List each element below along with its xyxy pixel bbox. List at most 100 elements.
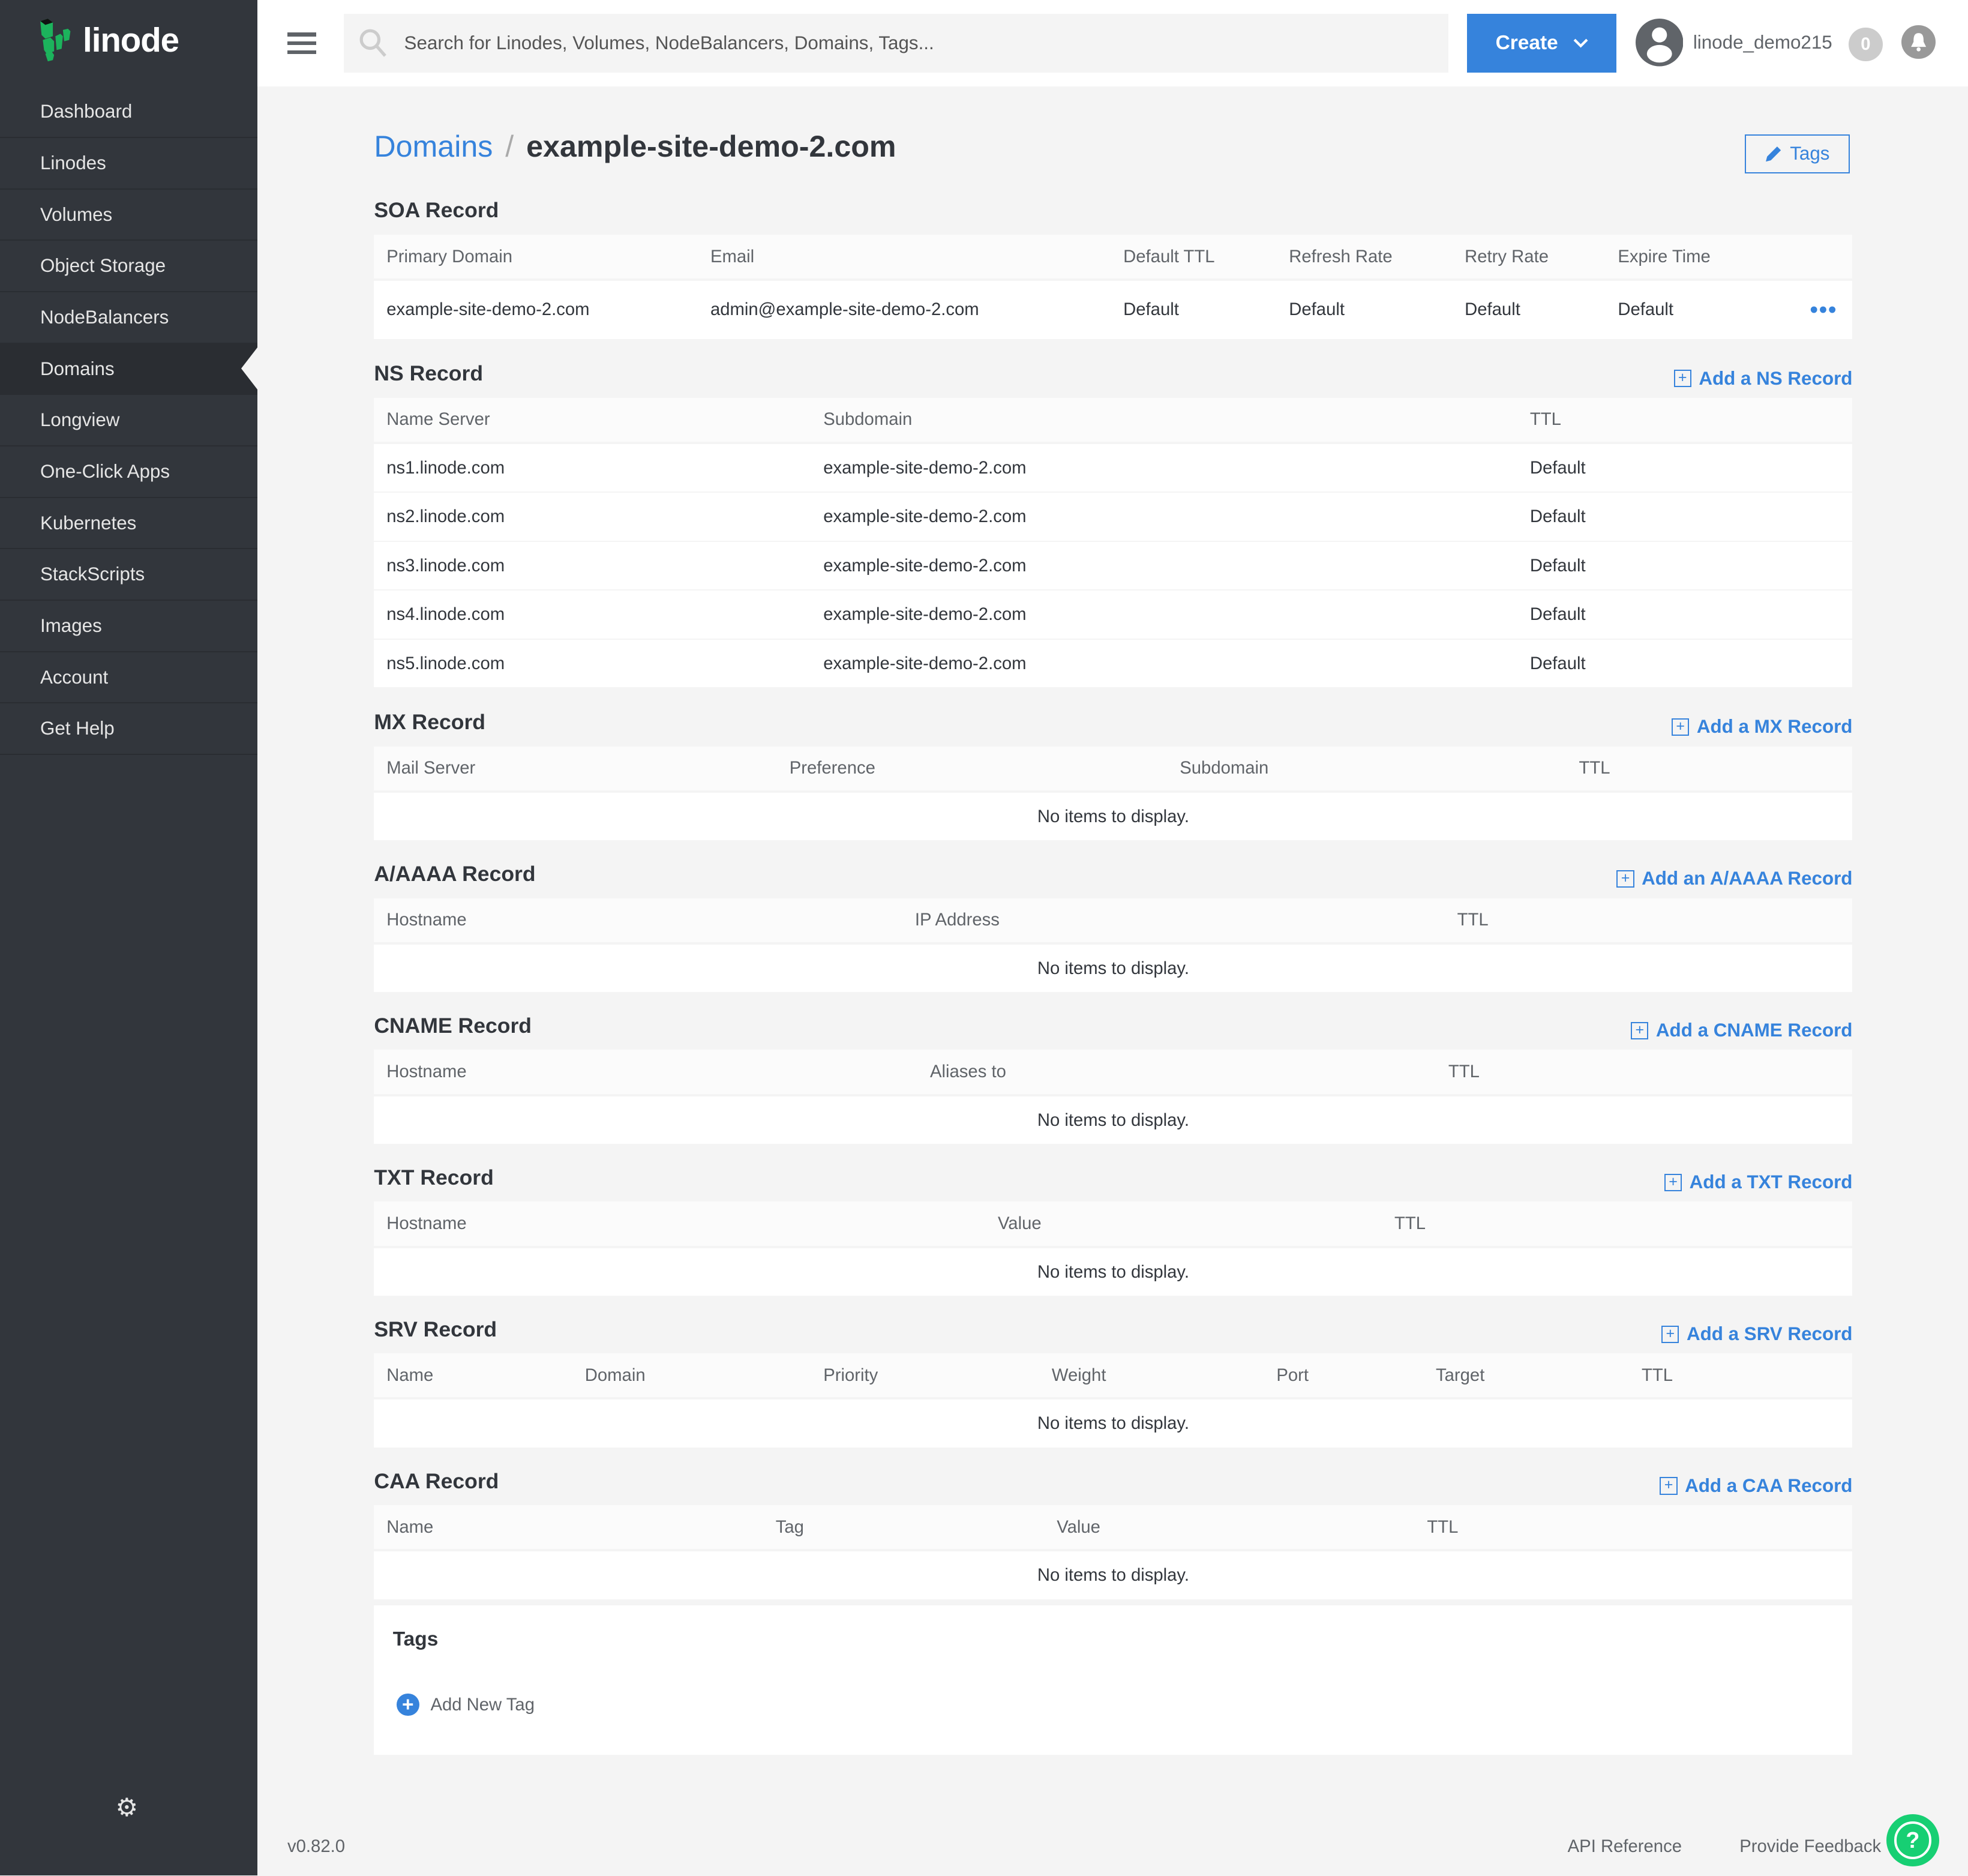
column-header[interactable]: IP Address xyxy=(914,910,1000,930)
ns-record-table: Name Server Subdomain TTL ns1.linode.com exa… xyxy=(374,397,1853,689)
sidebar-item-nodebalancers[interactable]: NodeBalancers xyxy=(0,292,257,344)
column-header[interactable]: Domain xyxy=(584,1365,646,1385)
column-header[interactable]: Expire Time xyxy=(1618,246,1711,266)
avatar-icon xyxy=(1635,19,1684,67)
column-header[interactable]: TTL xyxy=(1529,409,1561,430)
column-header[interactable]: Hostname xyxy=(386,910,467,930)
add-srv-record-button[interactable]: + Add a SRV Record xyxy=(1661,1323,1852,1345)
column-header[interactable]: Subdomain xyxy=(823,409,913,430)
sidebar-item-stackscripts[interactable]: StackScripts xyxy=(0,549,257,601)
sidebar-item-images[interactable]: Images xyxy=(0,601,257,652)
column-header[interactable]: Tag xyxy=(775,1517,804,1537)
sidebar-item-linodes[interactable]: Linodes xyxy=(0,138,257,190)
sidebar-item-object-storage[interactable]: Object Storage xyxy=(0,241,257,293)
add-cname-record-button[interactable]: + Add a CNAME Record xyxy=(1631,1020,1852,1041)
column-header[interactable]: Aliases to xyxy=(930,1062,1006,1082)
column-header[interactable]: TTL xyxy=(1579,758,1610,778)
sidebar-item-domains[interactable]: Domains xyxy=(0,343,257,395)
column-header[interactable]: Port xyxy=(1276,1365,1309,1385)
breadcrumb-domains-link[interactable]: Domains xyxy=(374,130,493,164)
table-cell: example-site-demo-2.com xyxy=(823,653,1027,673)
edit-tags-button[interactable]: Tags xyxy=(1744,134,1850,173)
table-header-row: Hostname IP Address TTL xyxy=(374,898,1853,945)
column-header[interactable]: Retry Rate xyxy=(1465,246,1549,266)
help-button[interactable]: ? xyxy=(1886,1814,1939,1867)
column-header[interactable]: Preference xyxy=(789,758,875,778)
section-header: SRV Record + Add a SRV Record xyxy=(374,1296,1852,1353)
table-row[interactable]: ns2.linode.com example-site-demo-2.com Def… xyxy=(374,493,1853,542)
table-cell: admin@example-site-demo-2.com xyxy=(710,299,979,320)
menu-toggle-icon[interactable] xyxy=(287,32,317,59)
more-actions-icon[interactable]: ••• xyxy=(1810,296,1838,322)
tags-button-label: Tags xyxy=(1790,143,1830,164)
table-header-row: Hostname Aliases to TTL xyxy=(374,1050,1853,1096)
empty-state: No items to display. xyxy=(1037,1565,1189,1586)
add-new-tag-label: Add New Tag xyxy=(430,1694,535,1715)
add-record-label: Add a MX Record xyxy=(1696,716,1853,738)
column-header[interactable]: TTL xyxy=(1448,1062,1480,1082)
table-cell: ns4.linode.com xyxy=(386,604,505,625)
add-a-aaaa-record-button[interactable]: + Add an A/AAAA Record xyxy=(1616,868,1852,889)
add-caa-record-button[interactable]: + Add a CAA Record xyxy=(1660,1475,1852,1497)
plus-square-icon: + xyxy=(1631,1021,1649,1039)
table-cell: ns5.linode.com xyxy=(386,653,505,673)
api-reference-link[interactable]: API Reference xyxy=(1567,1836,1682,1857)
provide-feedback-link[interactable]: Provide Feedback xyxy=(1739,1836,1882,1857)
column-header[interactable]: Hostname xyxy=(386,1062,467,1082)
column-header[interactable]: TTL xyxy=(1394,1213,1426,1233)
add-record-label: Add a TXT Record xyxy=(1689,1171,1853,1193)
bell-icon[interactable] xyxy=(1901,25,1936,59)
add-new-tag-button[interactable]: + Add New Tag xyxy=(396,1693,535,1716)
plus-square-icon: + xyxy=(1673,370,1691,388)
table-cell: Default xyxy=(1123,299,1179,320)
sidebar-item-account[interactable]: Account xyxy=(0,652,257,704)
user-menu[interactable]: linode_demo215 xyxy=(1635,19,1832,67)
sidebar-item-one-click-apps[interactable]: One-Click Apps xyxy=(0,446,257,498)
mx-record-section: MX Record + Add a MX Record Mail Server Pref… xyxy=(374,688,1853,841)
add-ns-record-button[interactable]: + Add a NS Record xyxy=(1673,368,1852,389)
table-row[interactable]: ns3.linode.com example-site-demo-2.com Def… xyxy=(374,542,1853,591)
table-row[interactable]: ns4.linode.com example-site-demo-2.com Def… xyxy=(374,591,1853,640)
plus-square-icon: + xyxy=(1616,870,1634,888)
sidebar-item-get-help[interactable]: Get Help xyxy=(0,703,257,756)
plus-square-icon: + xyxy=(1672,718,1690,736)
table-row[interactable]: ns5.linode.com example-site-demo-2.com Def… xyxy=(374,640,1853,689)
table-cell: ns1.linode.com xyxy=(386,457,505,478)
add-record-label: Add a CAA Record xyxy=(1685,1475,1853,1496)
column-header[interactable]: Default TTL xyxy=(1123,246,1215,266)
column-header[interactable]: Hostname xyxy=(386,1213,467,1233)
column-header[interactable]: TTL xyxy=(1427,1517,1459,1537)
column-header[interactable]: Subdomain xyxy=(1180,758,1269,778)
column-header[interactable]: Mail Server xyxy=(386,758,476,778)
column-header[interactable]: Value xyxy=(1057,1517,1100,1537)
column-header[interactable]: Value xyxy=(997,1213,1042,1233)
column-header[interactable]: TTL xyxy=(1642,1365,1673,1385)
add-txt-record-button[interactable]: + Add a TXT Record xyxy=(1664,1171,1852,1193)
column-header[interactable]: Target xyxy=(1436,1365,1485,1385)
table-row[interactable]: ns1.linode.com example-site-demo-2.com Def… xyxy=(374,444,1853,493)
sidebar-item-kubernetes[interactable]: Kubernetes xyxy=(0,498,257,550)
column-header[interactable]: Email xyxy=(710,246,755,266)
add-mx-record-button[interactable]: + Add a MX Record xyxy=(1672,716,1852,738)
sidebar-item-dashboard[interactable]: Dashboard xyxy=(0,86,257,138)
section-title: SRV Record xyxy=(374,1317,497,1341)
column-header[interactable]: Primary Domain xyxy=(386,246,513,266)
column-header[interactable]: Name xyxy=(386,1517,434,1537)
column-header[interactable]: Weight xyxy=(1051,1365,1106,1385)
sidebar-item-volumes[interactable]: Volumes xyxy=(0,190,257,241)
table-row[interactable]: example-site-demo-2.com admin@example-sit… xyxy=(374,281,1853,340)
notification-count-badge[interactable]: 0 xyxy=(1849,28,1883,62)
column-header[interactable]: Name Server xyxy=(386,409,490,430)
caa-record-table: Name Tag Value TTL No items to display. xyxy=(374,1505,1853,1599)
table-cell: Default xyxy=(1529,604,1586,625)
column-header[interactable]: Refresh Rate xyxy=(1289,246,1393,266)
column-header[interactable]: TTL xyxy=(1457,910,1489,930)
gear-icon[interactable]: ⚙ xyxy=(115,1793,138,1822)
search-input[interactable]: Search for Linodes, Volumes, NodeBalance… xyxy=(344,14,1448,73)
linode-logo[interactable]: linode xyxy=(38,17,179,62)
sidebar-item-longview[interactable]: Longview xyxy=(0,395,257,447)
a-aaaa-record-section: A/AAAA Record + Add an A/AAAA Record Hostna… xyxy=(374,840,1853,993)
create-button[interactable]: Create xyxy=(1467,14,1617,73)
column-header[interactable]: Priority xyxy=(823,1365,878,1385)
column-header[interactable]: Name xyxy=(386,1365,434,1385)
